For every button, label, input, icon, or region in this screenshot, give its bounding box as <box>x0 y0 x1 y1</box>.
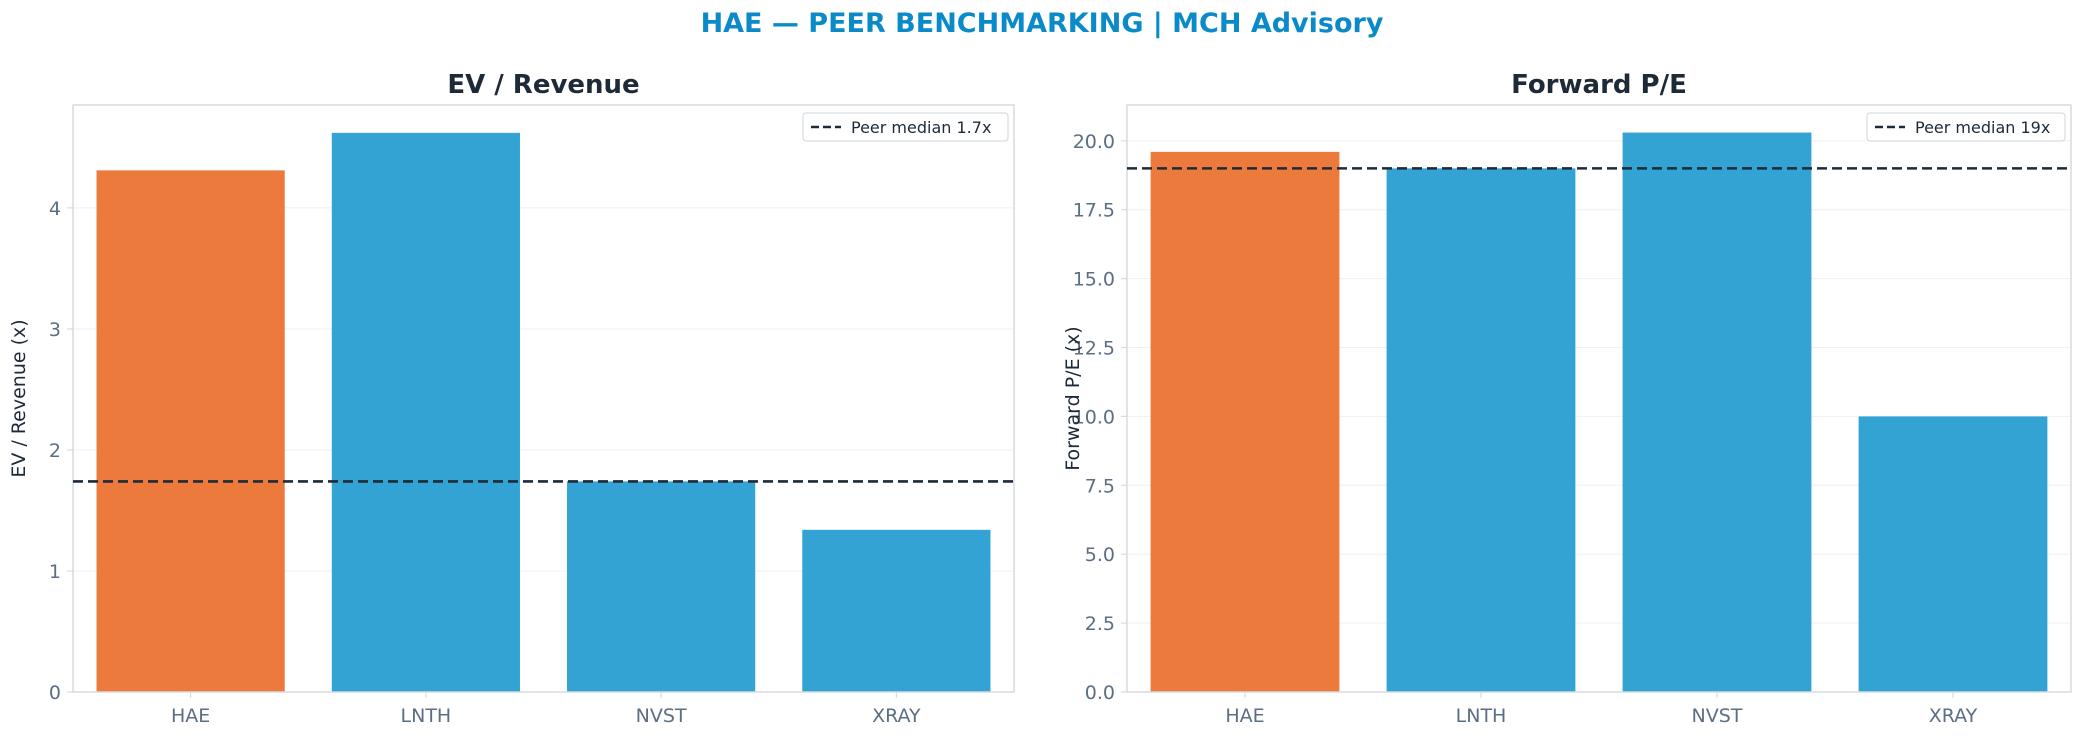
y-tick-label: 10.0 <box>1073 406 1115 428</box>
y-tick-label: 4 <box>49 198 61 220</box>
y-tick-label: 0.0 <box>1085 682 1115 704</box>
legend-box <box>1866 112 2066 142</box>
panel-title: Forward P/E <box>1511 70 1687 100</box>
y-tick-label: 3 <box>49 319 61 341</box>
bar-lnth <box>1386 168 1576 692</box>
bar-nvst <box>1622 132 1812 692</box>
x-tick-label: NVST <box>1692 705 1743 727</box>
x-tick-label: HAE <box>171 705 210 727</box>
bar-xray <box>1858 416 2048 692</box>
y-tick-label: 1 <box>49 561 61 583</box>
y-tick-label: 5.0 <box>1085 544 1115 566</box>
y-tick-label: 12.5 <box>1073 338 1115 360</box>
x-tick-label: LNTH <box>1456 705 1507 727</box>
bar-hae <box>96 170 285 693</box>
y-tick-label: 7.5 <box>1085 475 1115 497</box>
axes-frame <box>72 104 1015 693</box>
x-tick-label: HAE <box>1225 705 1264 727</box>
bar-hae <box>1150 151 1340 693</box>
axes-frame <box>1126 104 2072 693</box>
x-tick-label: XRAY <box>872 705 921 727</box>
x-tick-label: LNTH <box>401 705 452 727</box>
bar-xray <box>802 529 991 692</box>
figure-title: HAE — PEER BENCHMARKING | MCH Advisory <box>700 8 1384 39</box>
y-tick-label: 15.0 <box>1073 269 1115 291</box>
y-tick-label: 17.5 <box>1073 200 1115 222</box>
y-axis-label: Forward P/E (x) <box>1062 326 1084 470</box>
x-tick-label: XRAY <box>1929 705 1978 727</box>
y-tick-label: 2.5 <box>1085 613 1115 635</box>
panel-title: EV / Revenue <box>447 70 639 100</box>
legend-label: Peer median 19x <box>1915 118 2050 137</box>
legend-label: Peer median 1.7x <box>851 118 991 137</box>
y-tick-label: 2 <box>49 440 61 462</box>
legend-box <box>802 112 1009 142</box>
y-tick-label: 0 <box>49 682 61 704</box>
y-axis-label: EV / Revenue (x) <box>8 319 30 477</box>
x-tick-label: NVST <box>636 705 687 727</box>
y-tick-label: 20.0 <box>1073 131 1115 153</box>
bar-lnth <box>331 132 520 693</box>
bar-nvst <box>567 481 756 692</box>
